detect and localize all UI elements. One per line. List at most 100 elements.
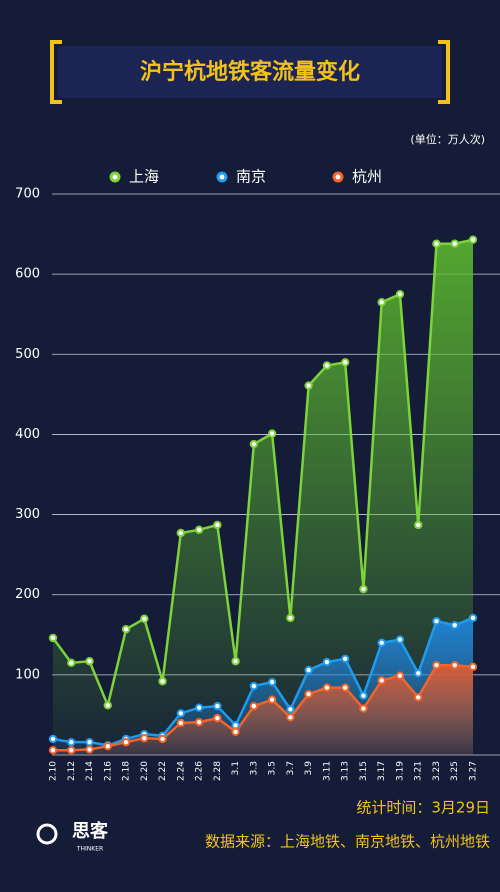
y-tick-label: 600 xyxy=(15,267,40,282)
point xyxy=(432,661,441,670)
x-tick-label: 3.23 xyxy=(432,761,442,781)
legend-label: 杭州 xyxy=(352,168,382,186)
point xyxy=(231,657,240,666)
point xyxy=(67,737,76,747)
stat-time: 统计时间：3月29日 xyxy=(356,799,490,817)
point xyxy=(158,734,167,744)
point xyxy=(67,658,76,668)
x-tick-label: 2.26 xyxy=(195,761,205,781)
point xyxy=(304,665,313,675)
point xyxy=(468,235,478,244)
point xyxy=(414,669,423,678)
x-tick-label: 2.20 xyxy=(140,761,150,781)
y-tick-label: 100 xyxy=(15,667,40,682)
area xyxy=(53,239,473,756)
y-tick-label: 400 xyxy=(15,427,40,442)
y-tick-label: 700 xyxy=(15,187,40,202)
x-tick-label: 3.11 xyxy=(322,761,332,781)
point xyxy=(194,703,204,712)
x-tick-label: 2.28 xyxy=(213,761,223,781)
point xyxy=(194,717,204,727)
point xyxy=(377,638,386,647)
y-tick-label: 200 xyxy=(15,587,40,602)
y-tick-label: 500 xyxy=(15,347,40,362)
point xyxy=(194,525,204,534)
x-tick-label: 2.10 xyxy=(49,761,59,781)
point xyxy=(249,701,259,711)
x-tick-label: 3.15 xyxy=(359,761,369,781)
point xyxy=(304,689,313,699)
point xyxy=(48,745,58,755)
point xyxy=(231,727,240,736)
point xyxy=(103,701,112,710)
x-tick-label: 3.3 xyxy=(249,761,259,775)
x-tick-label: 3.5 xyxy=(268,761,278,775)
point xyxy=(414,520,423,530)
point xyxy=(286,613,295,623)
x-tick-label: 3.27 xyxy=(469,761,479,781)
point xyxy=(176,718,186,728)
point xyxy=(359,704,368,713)
point xyxy=(432,239,441,248)
chart-title: 沪宁杭地铁客流量变化 xyxy=(140,59,360,85)
point xyxy=(213,520,222,530)
x-tick-label: 3.9 xyxy=(304,761,314,776)
point xyxy=(340,358,350,367)
title-bracket xyxy=(50,40,450,104)
x-tick-label: 3.1 xyxy=(231,761,241,775)
point xyxy=(48,734,58,744)
point xyxy=(359,584,368,594)
x-tick-label: 3.21 xyxy=(414,761,424,781)
x-tick-label: 2.16 xyxy=(103,761,113,781)
point xyxy=(377,297,386,307)
point xyxy=(450,239,459,248)
point xyxy=(85,745,94,754)
point xyxy=(48,633,58,643)
point xyxy=(213,701,222,711)
x-tick-label: 2.22 xyxy=(158,761,168,781)
point xyxy=(213,713,222,723)
legend-marker xyxy=(332,171,344,183)
point xyxy=(176,528,186,538)
title-box xyxy=(58,46,442,98)
point xyxy=(395,671,405,680)
point xyxy=(286,713,295,722)
y-tick-label: 300 xyxy=(15,507,40,522)
point xyxy=(267,695,277,704)
legend-label: 南京 xyxy=(236,168,266,186)
point xyxy=(249,439,259,449)
legend-marker xyxy=(109,171,121,183)
x-tick-label: 2.14 xyxy=(85,761,95,781)
point xyxy=(322,657,332,667)
point xyxy=(359,691,368,700)
x-tick-label: 2.12 xyxy=(67,761,77,781)
area xyxy=(53,665,473,755)
point xyxy=(67,745,76,755)
logo-sub: THINKER xyxy=(76,846,103,853)
point xyxy=(121,737,131,747)
x-tick-label: 2.24 xyxy=(176,761,186,781)
x-tick-label: 3.17 xyxy=(377,761,387,781)
x-tick-label: 3.19 xyxy=(395,761,405,781)
point xyxy=(432,616,441,626)
point xyxy=(304,381,313,390)
x-tick-label: 3.7 xyxy=(286,761,296,775)
point xyxy=(377,676,386,685)
x-tick-label: 2.18 xyxy=(122,761,132,781)
point xyxy=(140,733,149,743)
legend-marker xyxy=(216,171,228,183)
point xyxy=(468,662,478,672)
point xyxy=(140,614,149,623)
logo-icon xyxy=(36,823,58,845)
point xyxy=(450,661,459,670)
point xyxy=(468,613,478,623)
logo: 思客 xyxy=(72,820,109,842)
point xyxy=(286,705,295,714)
point xyxy=(85,737,94,747)
point xyxy=(340,683,350,692)
x-tick-label: 3.13 xyxy=(341,761,351,781)
point xyxy=(158,677,167,686)
point xyxy=(395,289,405,299)
